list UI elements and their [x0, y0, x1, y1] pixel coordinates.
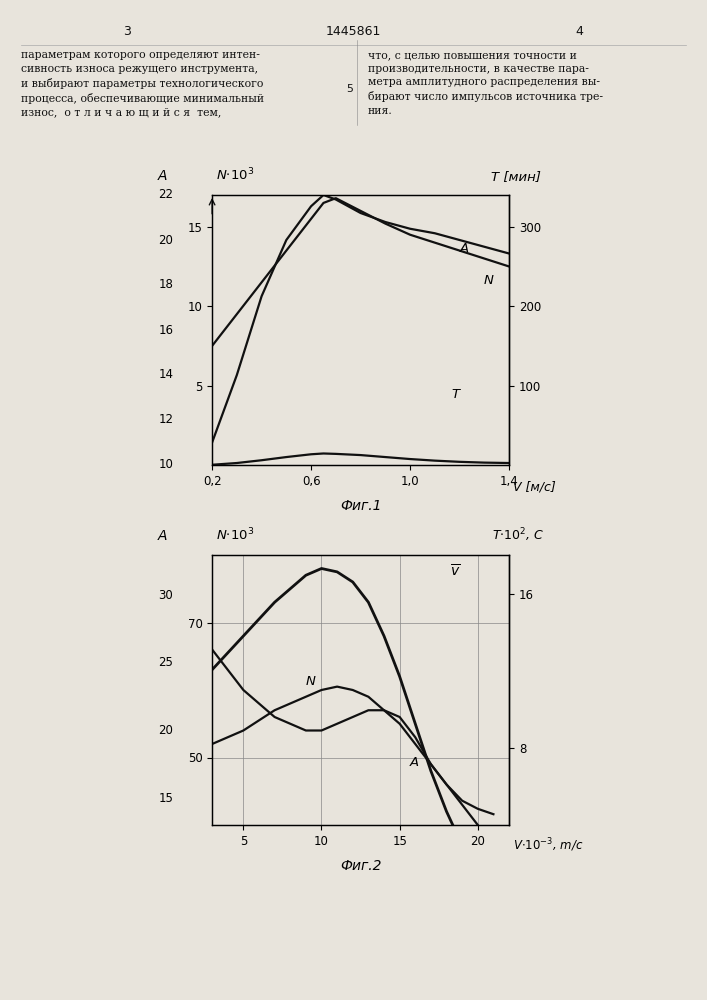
Text: N: N [305, 675, 315, 688]
Text: 20: 20 [158, 724, 173, 737]
Text: $N{\cdot}10^3$: $N{\cdot}10^3$ [216, 166, 254, 183]
Text: A: A [460, 242, 469, 255]
Text: T: T [452, 387, 460, 400]
Text: T [мин]: T [мин] [491, 170, 541, 183]
Text: $V{\cdot}10^{-3}$, m/c: $V{\cdot}10^{-3}$, m/c [513, 837, 583, 854]
Text: 4: 4 [575, 25, 584, 38]
Text: 30: 30 [158, 589, 173, 602]
Text: $N{\cdot}10^3$: $N{\cdot}10^3$ [216, 526, 254, 543]
Text: Фиг.1: Фиг.1 [340, 499, 381, 513]
Text: Фиг.2: Фиг.2 [340, 859, 381, 873]
Text: параметрам которого определяют интен-
сивность износа режущего инструмента,
и вы: параметрам которого определяют интен- си… [21, 50, 264, 117]
Text: $T{\cdot}10^2$, C: $T{\cdot}10^2$, C [492, 526, 544, 544]
Text: V [м/с]: V [м/с] [513, 480, 555, 493]
Text: 25: 25 [158, 657, 173, 670]
Text: 3: 3 [123, 25, 132, 38]
Text: A: A [409, 756, 419, 769]
Text: $\overline{v}$: $\overline{v}$ [450, 563, 461, 580]
Text: 1445861: 1445861 [326, 25, 381, 38]
Text: 22: 22 [158, 188, 173, 202]
Text: A: A [158, 169, 168, 183]
Text: 10: 10 [158, 458, 173, 472]
Text: 12: 12 [158, 413, 173, 426]
Text: 16: 16 [158, 324, 173, 336]
Text: A: A [158, 529, 168, 543]
Text: 20: 20 [158, 233, 173, 246]
Text: 5: 5 [346, 84, 354, 94]
Text: 15: 15 [158, 792, 173, 804]
Text: 14: 14 [158, 368, 173, 381]
Text: 18: 18 [158, 278, 173, 291]
Text: что, с целью повышения точности и
производительности, в качестве пара-
метра амп: что, с целью повышения точности и произв… [368, 50, 602, 116]
Text: N: N [484, 274, 493, 287]
